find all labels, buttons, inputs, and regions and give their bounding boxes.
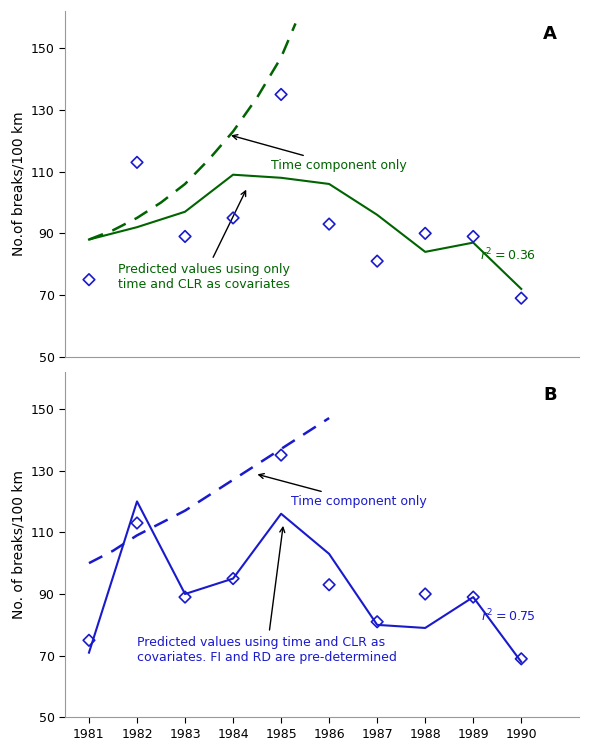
Text: Time component only: Time component only <box>259 474 427 508</box>
Point <box>421 588 430 600</box>
Point <box>468 591 478 603</box>
Point <box>132 517 142 529</box>
Point <box>324 579 334 591</box>
Text: Predicted values using time and CLR as
covariates. FI and RD are pre-determined: Predicted values using time and CLR as c… <box>137 527 397 663</box>
Y-axis label: No. of breaks/100 km: No. of breaks/100 km <box>11 470 25 619</box>
Point <box>181 591 190 603</box>
Text: B: B <box>543 386 556 404</box>
Point <box>516 653 526 665</box>
Point <box>84 274 94 286</box>
Point <box>276 449 286 461</box>
Point <box>84 634 94 646</box>
Point <box>516 293 526 305</box>
Text: A: A <box>543 25 557 43</box>
Text: $r^2 = 0.36$: $r^2 = 0.36$ <box>480 247 536 263</box>
Point <box>228 212 238 224</box>
Text: Time component only: Time component only <box>232 135 407 172</box>
Text: Predicted values using only
time and CLR as covariates: Predicted values using only time and CLR… <box>118 191 290 290</box>
Point <box>372 255 382 267</box>
Point <box>228 572 238 584</box>
Text: $r^2 = 0.75$: $r^2 = 0.75$ <box>481 608 536 624</box>
Point <box>468 230 478 242</box>
Point <box>372 616 382 628</box>
Point <box>276 89 286 101</box>
Point <box>421 227 430 239</box>
Point <box>324 218 334 230</box>
Point <box>181 230 190 242</box>
Point <box>132 156 142 168</box>
Y-axis label: No.of breaks/100 km: No.of breaks/100 km <box>11 111 25 256</box>
